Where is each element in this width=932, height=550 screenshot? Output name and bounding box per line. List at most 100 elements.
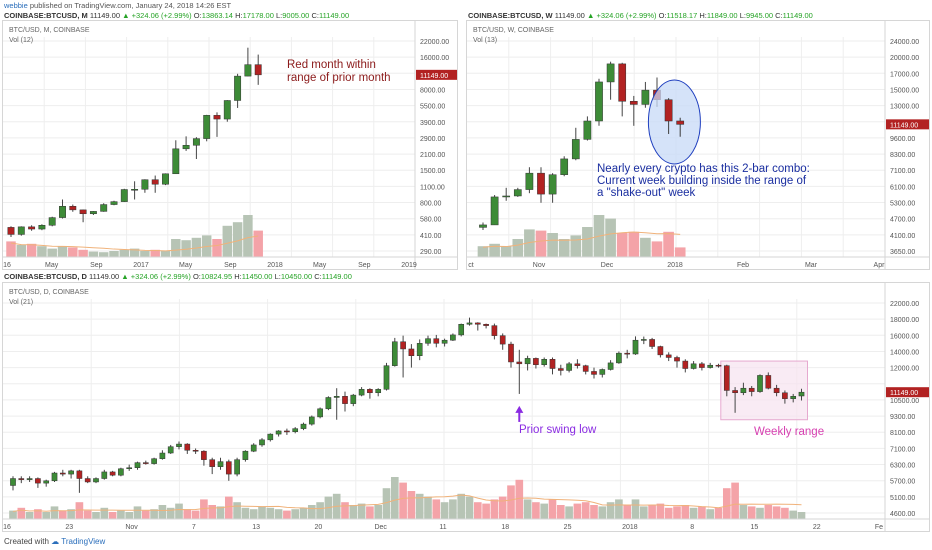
swing-low-annotation: Prior swing low: [519, 424, 597, 436]
author-link[interactable]: webbie: [4, 1, 28, 10]
created-with-text: Created with: [4, 537, 49, 546]
volume-bar: [25, 512, 34, 519]
candle-body: [595, 81, 603, 122]
volume-bar: [92, 512, 100, 519]
volume-bar: [6, 241, 16, 257]
y-tick-label: 22000.00: [420, 39, 449, 46]
volume-bar: [212, 239, 222, 257]
monthly-chart[interactable]: 22000.00 16000.00 8000.00 5500.00 3900.00 290…: [3, 21, 458, 270]
volume-bar: [117, 510, 125, 519]
monthly-chart-panel[interactable]: 22000.00 16000.00 8000.00 5500.00 3900.00 290…: [2, 20, 458, 270]
volume-bar: [515, 479, 524, 519]
volume-bar: [598, 506, 607, 519]
x-tick-label: 16: [3, 262, 11, 269]
volume-bar: [581, 502, 590, 519]
volume-bar: [605, 218, 616, 257]
candle-body: [525, 172, 534, 190]
x-tick-label: ct: [468, 262, 474, 269]
price-tag-label: 11149.00: [890, 122, 918, 129]
candle-body: [450, 334, 456, 341]
y-tick-label: 13000.00: [890, 104, 919, 111]
volume-bar: [57, 246, 68, 257]
daily-high-label: H:: [234, 272, 242, 281]
candle-body: [317, 408, 323, 418]
candle-body: [43, 480, 50, 484]
candle-body: [606, 63, 615, 83]
volume-bar: [140, 251, 150, 257]
x-tick-label: Mar: [805, 262, 818, 269]
candle-body: [192, 450, 199, 452]
x-tick-label: Nov: [533, 262, 546, 269]
volume-bar: [233, 502, 241, 519]
candle-body: [408, 348, 415, 356]
volume-bar: [16, 245, 27, 257]
volume-bar: [623, 505, 632, 519]
tradingview-link[interactable]: TradingView: [61, 537, 106, 546]
y-tick-label: 24000.00: [890, 39, 919, 46]
x-tick-label: 2018: [667, 262, 683, 269]
volume-bar: [68, 247, 78, 257]
daily-chart[interactable]: 22000.00 18000.00 16000.00 14000.00 12000.00…: [3, 283, 930, 532]
weekly-chart[interactable]: 24000.00 20000.00 17000.00 15000.00 13000.00…: [467, 21, 930, 270]
x-tick-label: 8: [690, 524, 694, 531]
volume-bar: [34, 509, 42, 519]
candle-body: [176, 443, 182, 447]
monthly-symbol: COINBASE:BTCUSD, M: [4, 11, 88, 20]
candle-body: [126, 467, 133, 469]
x-tick-label: 22: [813, 524, 821, 531]
monthly-chart-title: BTC/USD, M, COINBASE: [9, 27, 90, 34]
candle-body: [59, 472, 66, 475]
y-tick-label: 7100.00: [890, 168, 915, 175]
volume-bar: [150, 509, 158, 519]
volume-bar: [249, 509, 258, 519]
candle-body: [93, 478, 99, 483]
candle-body: [798, 391, 805, 397]
weekly-chart-panel[interactable]: 24000.00 20000.00 17000.00 15000.00 13000.00…: [466, 20, 930, 270]
y-tick-label: 1500.00: [420, 168, 445, 175]
volume-bar: [241, 507, 250, 519]
x-tick-label: May: [313, 262, 327, 269]
y-tick-label: 3650.00: [890, 249, 915, 256]
volume-bar: [253, 230, 263, 257]
daily-high: 11450.00: [241, 272, 273, 281]
candle-body: [533, 358, 539, 365]
volume-bar: [208, 505, 217, 519]
candle-body: [433, 338, 440, 344]
volume-bar: [424, 496, 432, 519]
candle-body: [141, 179, 149, 190]
y-tick-label: 6300.00: [890, 463, 915, 470]
volume-bar: [490, 499, 499, 519]
volume-ma-line: [12, 494, 802, 512]
published-bar: webbie published on TradingView.com, Jan…: [0, 0, 932, 11]
candle-body: [213, 115, 221, 120]
weekly-high-label: H:: [699, 11, 707, 20]
candle-body: [441, 339, 448, 344]
volume-bar: [171, 239, 181, 257]
ann-monthly-line: range of prior month: [287, 72, 391, 84]
candle-body: [159, 452, 166, 459]
candle-body: [582, 365, 589, 372]
volume-ma-line: [482, 231, 681, 248]
volume-bar: [88, 251, 99, 257]
candle-body: [748, 387, 755, 392]
volume-bar: [299, 507, 308, 519]
x-tick-label: 25: [564, 524, 572, 531]
monthly-high: 17178.00: [242, 11, 274, 20]
candle-body: [18, 478, 25, 480]
monthly-high-label: H:: [235, 11, 243, 20]
volume-bar: [465, 496, 474, 519]
candle-body: [483, 324, 489, 326]
volume-bar: [243, 215, 253, 257]
daily-low: 10450.00: [280, 272, 313, 281]
daily-chart-panel[interactable]: 22000.00 18000.00 16000.00 14000.00 12000.00…: [2, 282, 930, 532]
candle-body: [120, 189, 128, 202]
candle-body: [629, 101, 638, 105]
volume-bar: [407, 491, 416, 519]
candle-body: [466, 322, 473, 325]
candle-body: [184, 443, 191, 451]
weekly-vol-label: Vol (13): [473, 37, 498, 44]
daily-chart-title: BTC/USD, D, COINBASE: [9, 289, 89, 296]
volume-bar: [548, 499, 557, 519]
candle-body: [499, 335, 506, 345]
volume-bar: [477, 246, 489, 257]
